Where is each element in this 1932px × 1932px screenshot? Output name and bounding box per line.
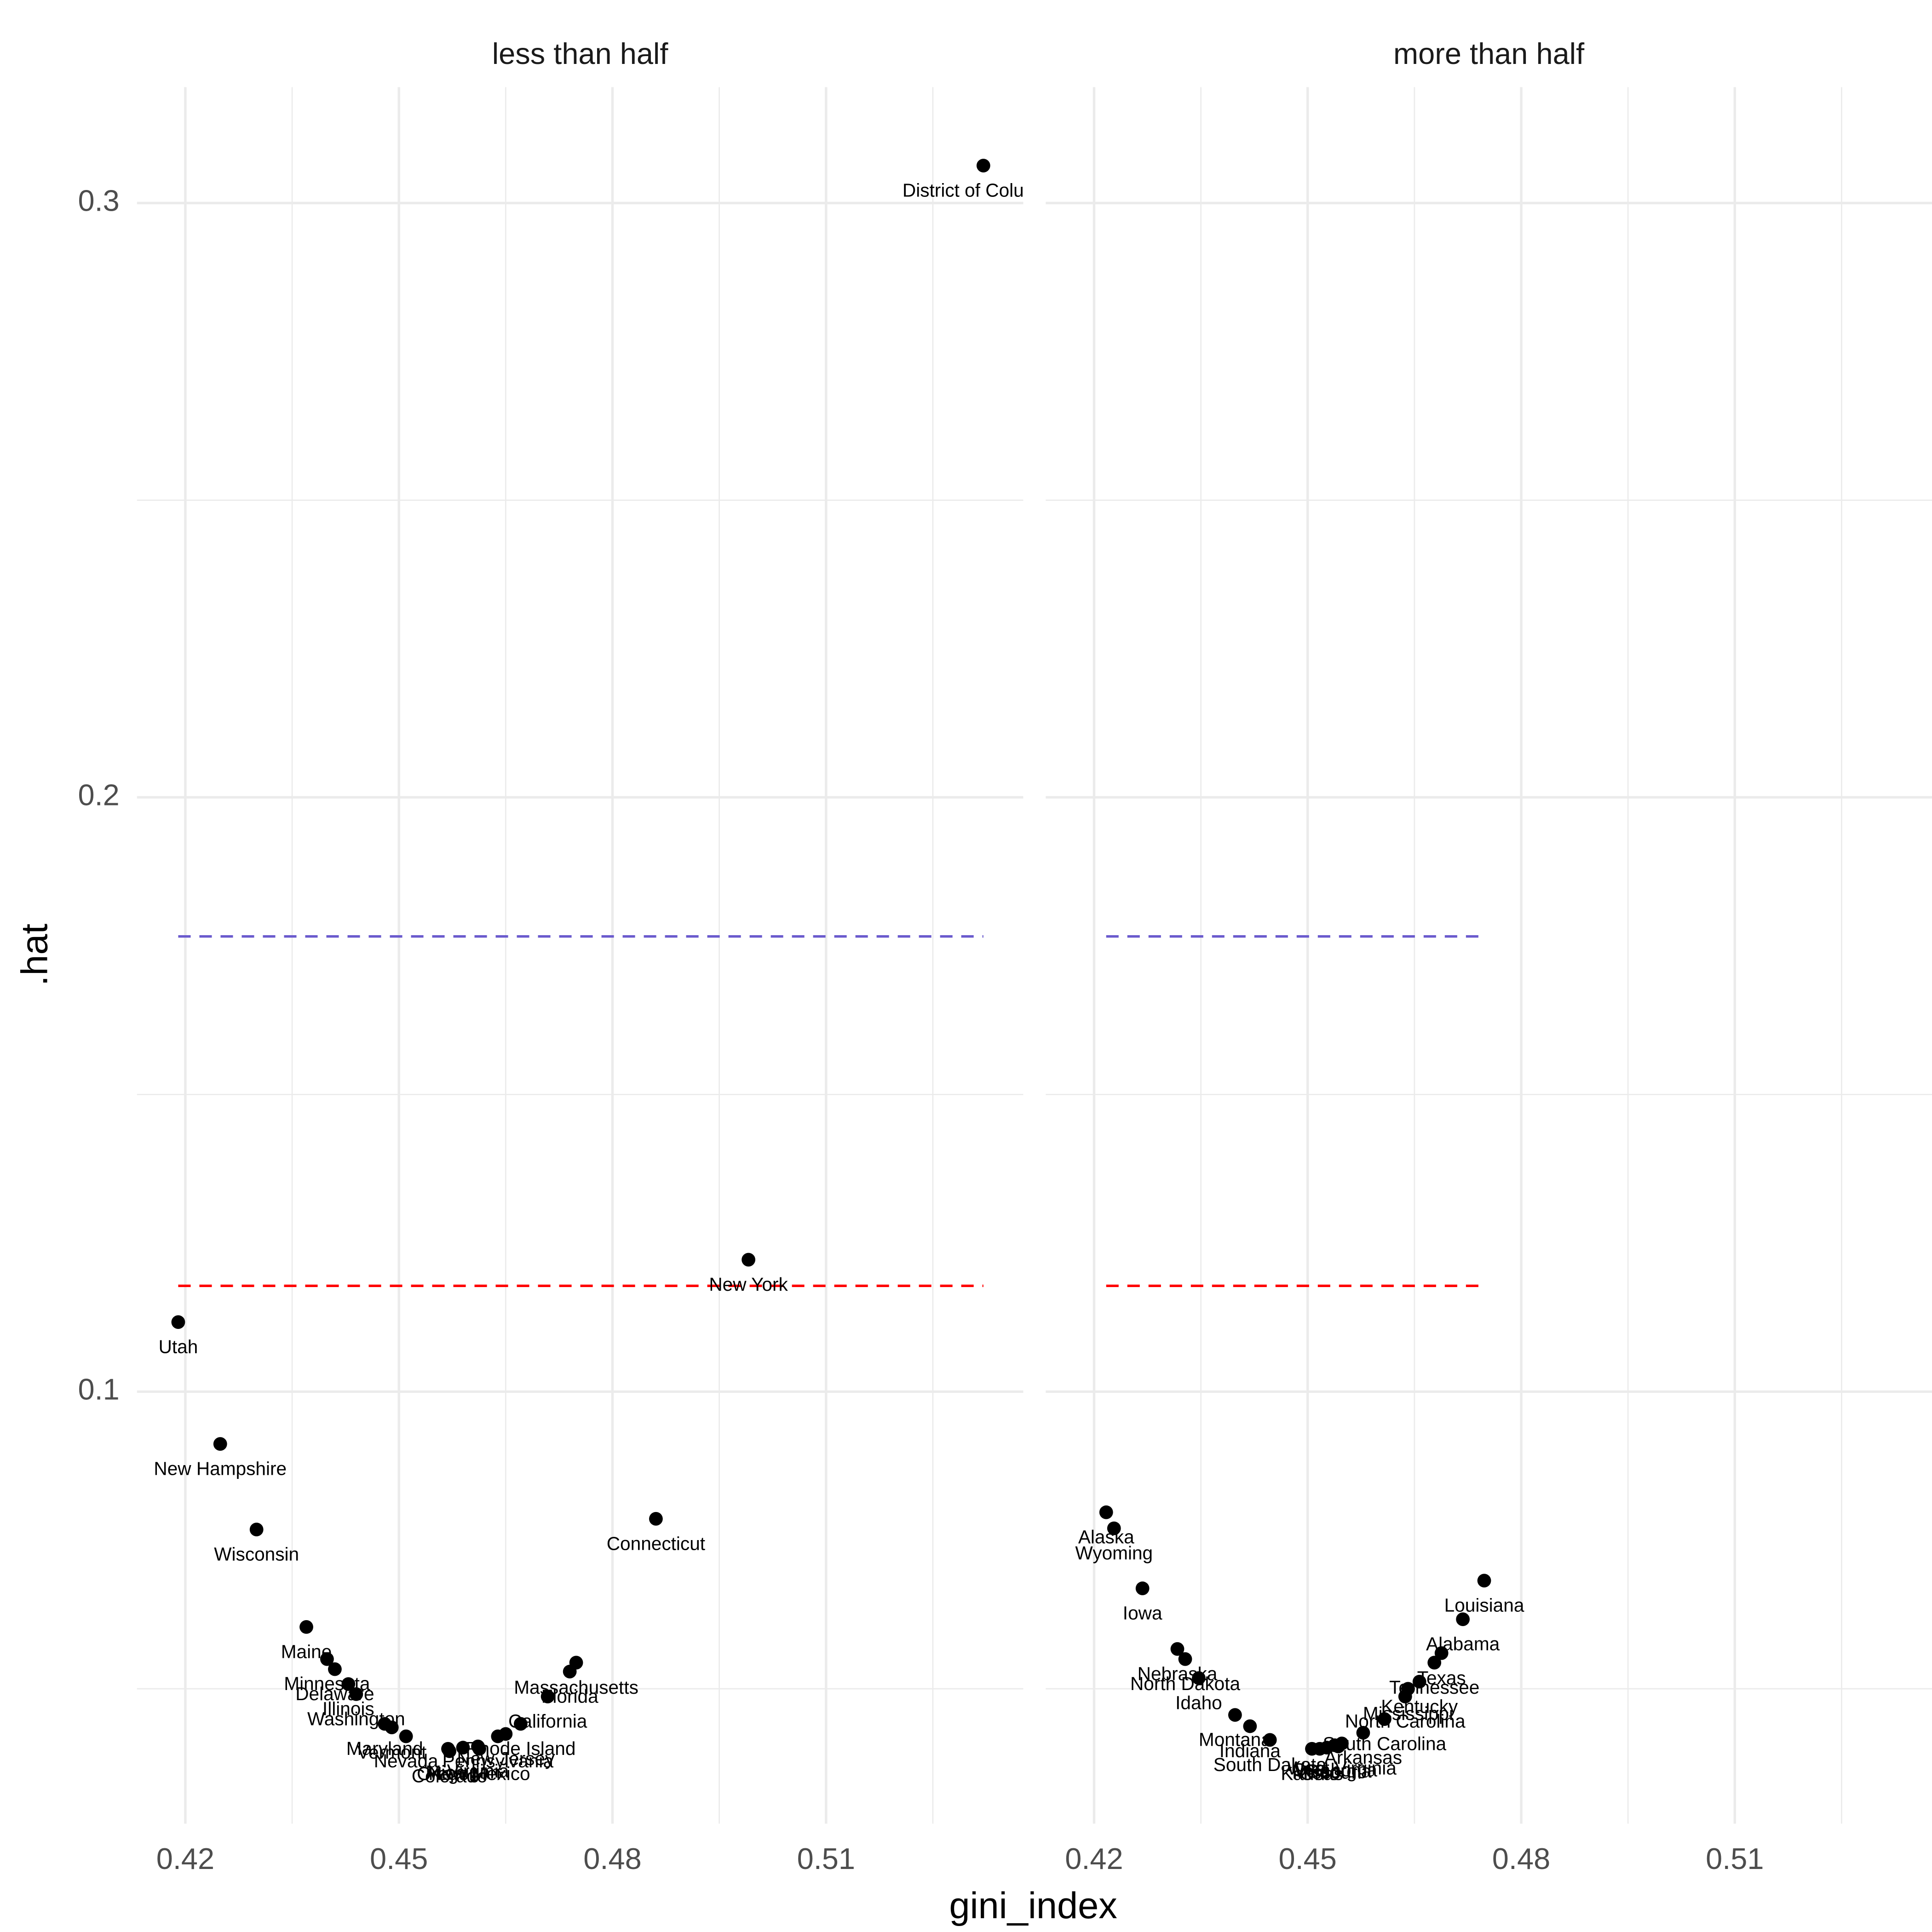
point-label: Oklahoma	[1292, 1760, 1377, 1781]
point-label: Oregon	[417, 1763, 479, 1784]
x-tick-label: 0.48	[1492, 1842, 1550, 1875]
point-label: Wyoming	[1075, 1542, 1153, 1564]
point-label: South Carolina	[1323, 1733, 1447, 1754]
point-label: Florida	[541, 1685, 598, 1707]
point-label: Idaho	[1175, 1692, 1222, 1714]
point-label: Connecticut	[607, 1533, 705, 1554]
point	[499, 1727, 513, 1741]
point	[649, 1512, 663, 1526]
y-axis-title: .hat	[14, 924, 56, 986]
point-label: Kansas	[1281, 1763, 1343, 1784]
x-axis-title: gini_index	[949, 1885, 1117, 1926]
point-label: Missouri	[1292, 1762, 1362, 1783]
point-label: New Hampshire	[154, 1458, 287, 1479]
point-label: Georgia	[1305, 1760, 1372, 1782]
point	[1412, 1674, 1426, 1689]
point-label: Alabama	[1426, 1633, 1500, 1655]
point-label: Pennsylvania	[443, 1750, 554, 1771]
point	[472, 1742, 486, 1756]
x-tick-label: 0.51	[1706, 1842, 1764, 1875]
point	[299, 1620, 313, 1634]
point	[1099, 1505, 1113, 1519]
point	[1263, 1733, 1277, 1747]
point-label: Illinois	[322, 1698, 374, 1719]
point-label: Texas	[1417, 1667, 1466, 1688]
point	[1434, 1646, 1449, 1660]
x-tick-label: 0.48	[583, 1842, 641, 1875]
point-label: Louisiana	[1444, 1595, 1524, 1616]
point-label: Virginia	[447, 1760, 509, 1782]
point-label: North Carolina	[1345, 1711, 1466, 1732]
point	[1335, 1736, 1349, 1751]
point	[399, 1729, 413, 1743]
x-tick-label: 0.45	[1279, 1842, 1337, 1875]
point-label: Tennessee	[1389, 1677, 1479, 1698]
point-label: South Dakota	[1213, 1754, 1327, 1775]
point	[1107, 1521, 1121, 1535]
point-label: Montana	[1199, 1729, 1271, 1750]
point	[1356, 1726, 1370, 1740]
point	[213, 1437, 227, 1451]
point	[569, 1656, 583, 1670]
point	[320, 1652, 334, 1666]
point	[1401, 1682, 1415, 1696]
x-tick-label: 0.42	[156, 1842, 214, 1875]
point	[341, 1677, 356, 1691]
point	[1228, 1708, 1242, 1722]
y-tick-label: 0.2	[78, 778, 120, 811]
point-label: Mississippi	[1363, 1703, 1453, 1724]
y-tick-label: 0.1	[78, 1372, 120, 1406]
point	[1427, 1656, 1442, 1670]
point-label: Michigan	[426, 1762, 500, 1783]
point-label: District of Columbia	[903, 180, 1064, 201]
point	[1178, 1652, 1192, 1666]
point	[385, 1720, 399, 1735]
point	[1456, 1612, 1470, 1627]
point-label: Nevada	[374, 1750, 438, 1771]
point-label: Alaska	[1078, 1526, 1134, 1547]
point-label: Colorado	[412, 1765, 488, 1786]
point-label: Iowa	[1123, 1602, 1162, 1623]
point-label: California	[508, 1711, 587, 1732]
point-label: Utah	[159, 1336, 198, 1357]
x-tick-label: 0.51	[797, 1842, 855, 1875]
point-label: West Virginia	[1287, 1758, 1397, 1779]
point-label: Wisconsin	[214, 1544, 299, 1565]
point	[443, 1744, 456, 1758]
point-label: Massachusetts	[514, 1677, 638, 1698]
facet-title: more than half	[1393, 37, 1585, 70]
point	[513, 1717, 528, 1731]
point	[349, 1687, 363, 1701]
point-label: New York	[709, 1274, 788, 1295]
point	[742, 1253, 755, 1267]
y-tick-label: 0.3	[78, 184, 120, 218]
point-label: Rhode Island	[466, 1738, 575, 1759]
point	[249, 1523, 264, 1536]
point-label: New Mexico	[429, 1763, 530, 1784]
point	[540, 1690, 555, 1703]
point	[1377, 1712, 1392, 1726]
point-label: Arkansas	[1324, 1747, 1402, 1768]
point	[1135, 1581, 1150, 1595]
facet-title: less than half	[492, 37, 669, 70]
point	[1192, 1671, 1206, 1685]
point-label: North Dakota	[1130, 1673, 1241, 1694]
point	[976, 159, 990, 172]
point-label: Ohio	[1300, 1763, 1340, 1784]
point	[171, 1315, 185, 1329]
point	[328, 1662, 342, 1676]
point	[456, 1741, 470, 1755]
x-tick-label: 0.42	[1065, 1842, 1123, 1875]
point-label: Kentucky	[1381, 1696, 1458, 1717]
point-label: Vermont	[357, 1742, 426, 1763]
point-label: New Jersey	[457, 1748, 555, 1769]
point	[1477, 1574, 1491, 1588]
point	[1170, 1642, 1184, 1656]
x-tick-label: 0.45	[370, 1842, 428, 1875]
point	[1243, 1719, 1257, 1733]
